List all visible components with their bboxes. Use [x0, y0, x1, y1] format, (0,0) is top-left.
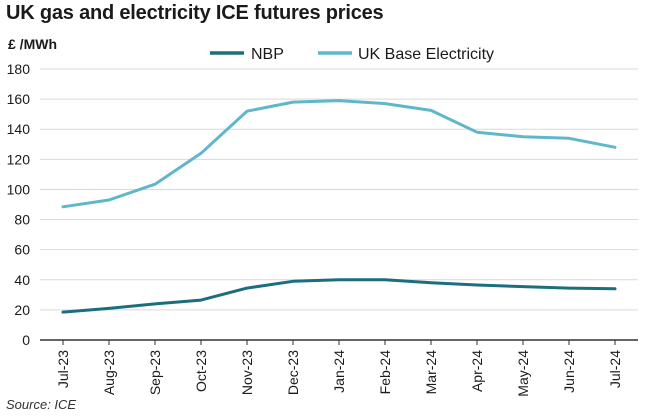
- y-tick-label: 60: [14, 242, 30, 258]
- data-point: [153, 302, 157, 306]
- x-tick-label: Jul-23: [55, 350, 71, 388]
- x-tick-label: Dec-23: [285, 350, 301, 395]
- y-axis-unit-label: £ /MWh: [8, 36, 57, 52]
- x-tick-label: Jun-24: [561, 350, 577, 393]
- data-point: [153, 182, 157, 186]
- y-tick-label: 120: [7, 151, 31, 167]
- legend-label: UK Base Electricity: [358, 46, 494, 63]
- data-point: [337, 99, 341, 103]
- x-tick-label: Sep-23: [147, 350, 163, 395]
- y-tick-label: 0: [22, 332, 30, 348]
- data-point: [245, 109, 249, 113]
- legend-label: NBP: [251, 46, 284, 63]
- data-point: [291, 100, 295, 104]
- data-point: [521, 135, 525, 139]
- data-point: [613, 145, 617, 149]
- y-tick-label: 160: [7, 91, 31, 107]
- x-tick-label: Mar-24: [423, 350, 439, 395]
- data-point: [613, 287, 617, 291]
- data-point: [291, 279, 295, 283]
- x-tick-label: Jul-24: [607, 350, 623, 388]
- y-tick-label: 80: [14, 212, 30, 228]
- data-point: [567, 286, 571, 290]
- y-tick-label: 40: [14, 272, 30, 288]
- data-point: [245, 286, 249, 290]
- x-tick-label: Nov-23: [239, 350, 255, 395]
- source-note: Source: ICE: [6, 397, 77, 412]
- data-point: [199, 298, 203, 302]
- y-tick-label: 100: [7, 181, 31, 197]
- data-point: [61, 310, 65, 314]
- data-point: [521, 285, 525, 289]
- x-tick-label: Oct-23: [193, 350, 209, 392]
- data-point: [383, 278, 387, 282]
- x-tick-label: Jan-24: [331, 350, 347, 393]
- y-tick-label: 180: [7, 61, 31, 77]
- data-point: [383, 102, 387, 106]
- series-line-nbp: [61, 278, 617, 314]
- series-line-uk-base-electricity: [61, 99, 617, 209]
- data-point: [475, 130, 479, 134]
- data-point: [429, 108, 433, 112]
- data-point: [337, 278, 341, 282]
- chart-title: UK gas and electricity ICE futures price…: [6, 2, 384, 24]
- x-tick-label: May-24: [515, 350, 531, 397]
- y-tick-label: 20: [14, 302, 30, 318]
- data-point: [61, 205, 65, 209]
- data-point: [475, 283, 479, 287]
- x-tick-label: Feb-24: [377, 350, 393, 395]
- data-point: [107, 198, 111, 202]
- x-tick-label: Aug-23: [101, 350, 117, 395]
- data-point: [429, 281, 433, 285]
- data-point: [567, 136, 571, 140]
- data-point: [199, 151, 203, 155]
- x-tick-label: Apr-24: [469, 350, 485, 392]
- data-point: [107, 306, 111, 310]
- y-tick-label: 140: [7, 121, 31, 137]
